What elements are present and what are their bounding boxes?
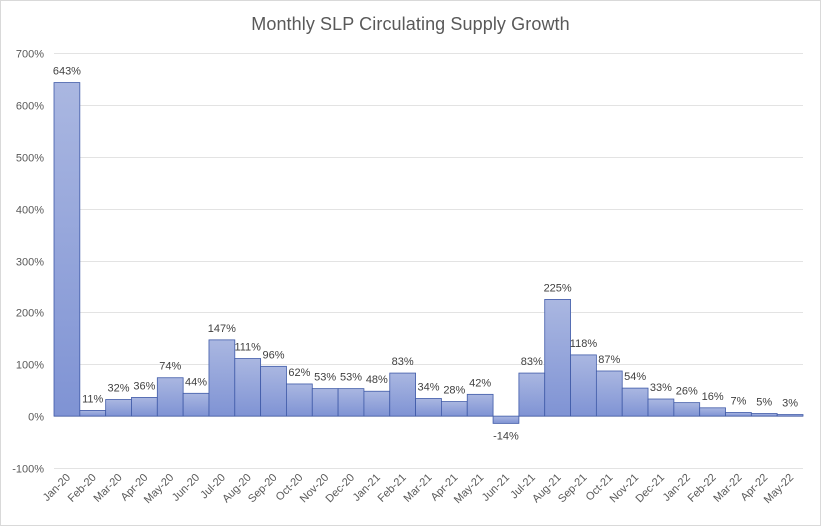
bar <box>776 414 804 417</box>
bar <box>570 354 597 417</box>
bar <box>699 407 726 417</box>
data-label: 42% <box>469 377 491 389</box>
y-tick-label: 600% <box>16 101 44 113</box>
y-tick-label: -100% <box>12 464 44 476</box>
y-tick-label: 700% <box>16 49 44 61</box>
data-label: 36% <box>133 380 155 392</box>
bar <box>156 377 184 417</box>
bar <box>492 415 520 424</box>
data-label: 11% <box>82 393 103 405</box>
data-label: 62% <box>288 367 310 379</box>
bar <box>595 370 623 417</box>
bar <box>647 398 675 417</box>
bar <box>621 387 649 417</box>
data-label: 53% <box>340 372 362 384</box>
bar <box>518 372 546 417</box>
data-label: 96% <box>263 349 285 361</box>
bar <box>544 299 571 417</box>
x-tick-label: Mar-20 <box>92 472 125 505</box>
data-label: 3% <box>782 398 798 410</box>
bar <box>363 390 391 417</box>
bar <box>389 372 416 417</box>
bar <box>337 388 365 417</box>
y-axis-ticks: -100% 0% 100% 200% 300% 400% 500% 600% 700% <box>12 49 44 476</box>
y-tick-label: 0% <box>28 412 44 424</box>
y-tick-label: 300% <box>16 257 44 269</box>
data-label: 87% <box>598 354 620 366</box>
x-tick-label: Jun-21 <box>480 472 512 504</box>
bar <box>260 365 287 417</box>
chart-title: Monthly SLP Circulating Supply Growth <box>251 14 570 34</box>
bar <box>466 393 494 417</box>
y-tick-label: 200% <box>16 308 44 320</box>
bar <box>311 388 339 417</box>
bar <box>725 412 752 417</box>
bar <box>79 410 107 417</box>
y-tick-label: 500% <box>16 153 44 165</box>
bar <box>182 392 210 417</box>
bar <box>750 413 778 417</box>
bar <box>286 383 313 417</box>
data-label: 34% <box>417 381 439 393</box>
data-label: 44% <box>185 376 207 388</box>
data-label: 16% <box>702 391 724 403</box>
data-label: 32% <box>108 383 130 395</box>
data-label: 83% <box>392 356 414 368</box>
bar <box>415 398 442 417</box>
data-label: 48% <box>366 374 388 386</box>
x-tick-label: Sep-21 <box>556 472 590 506</box>
bar <box>53 82 81 417</box>
x-tick-label: Jun-20 <box>170 472 202 504</box>
data-label: 33% <box>650 382 672 394</box>
x-axis-ticks: Jan-20Feb-20Mar-20Apr-20May-20Jun-20Jul-… <box>41 472 796 506</box>
data-label: 5% <box>756 397 772 409</box>
y-tick-label: 100% <box>16 360 44 372</box>
bar <box>208 339 236 417</box>
bar <box>131 397 158 417</box>
data-label: -14% <box>493 430 519 442</box>
x-tick-label: Mar-21 <box>401 472 434 505</box>
data-label: 225% <box>544 282 572 294</box>
data-label: 83% <box>521 356 543 368</box>
data-label: 147% <box>208 323 236 335</box>
bar <box>673 402 701 417</box>
data-label: 111% <box>234 342 261 354</box>
data-label: 28% <box>443 385 465 397</box>
bars <box>53 82 804 424</box>
data-label: 54% <box>624 371 646 383</box>
data-label: 7% <box>730 395 746 407</box>
data-labels: 643% 11% 32% 36% 74% 44% 147% 111%96%62% 53% 53% 4… <box>53 66 798 443</box>
data-label: 643% <box>53 66 81 78</box>
data-label: 26% <box>676 386 698 398</box>
x-tick-label: Dec-21 <box>634 472 668 506</box>
bar <box>105 399 132 417</box>
x-tick-label: Mar-22 <box>711 472 744 505</box>
x-tick-label: Dec-20 <box>324 472 358 506</box>
bar <box>441 401 468 417</box>
x-tick-label: Sep-20 <box>246 472 280 506</box>
data-label: 74% <box>159 361 181 373</box>
data-label: 118% <box>570 338 598 350</box>
data-label: 53% <box>314 372 336 384</box>
y-tick-label: 400% <box>16 205 44 217</box>
bar <box>234 358 262 417</box>
